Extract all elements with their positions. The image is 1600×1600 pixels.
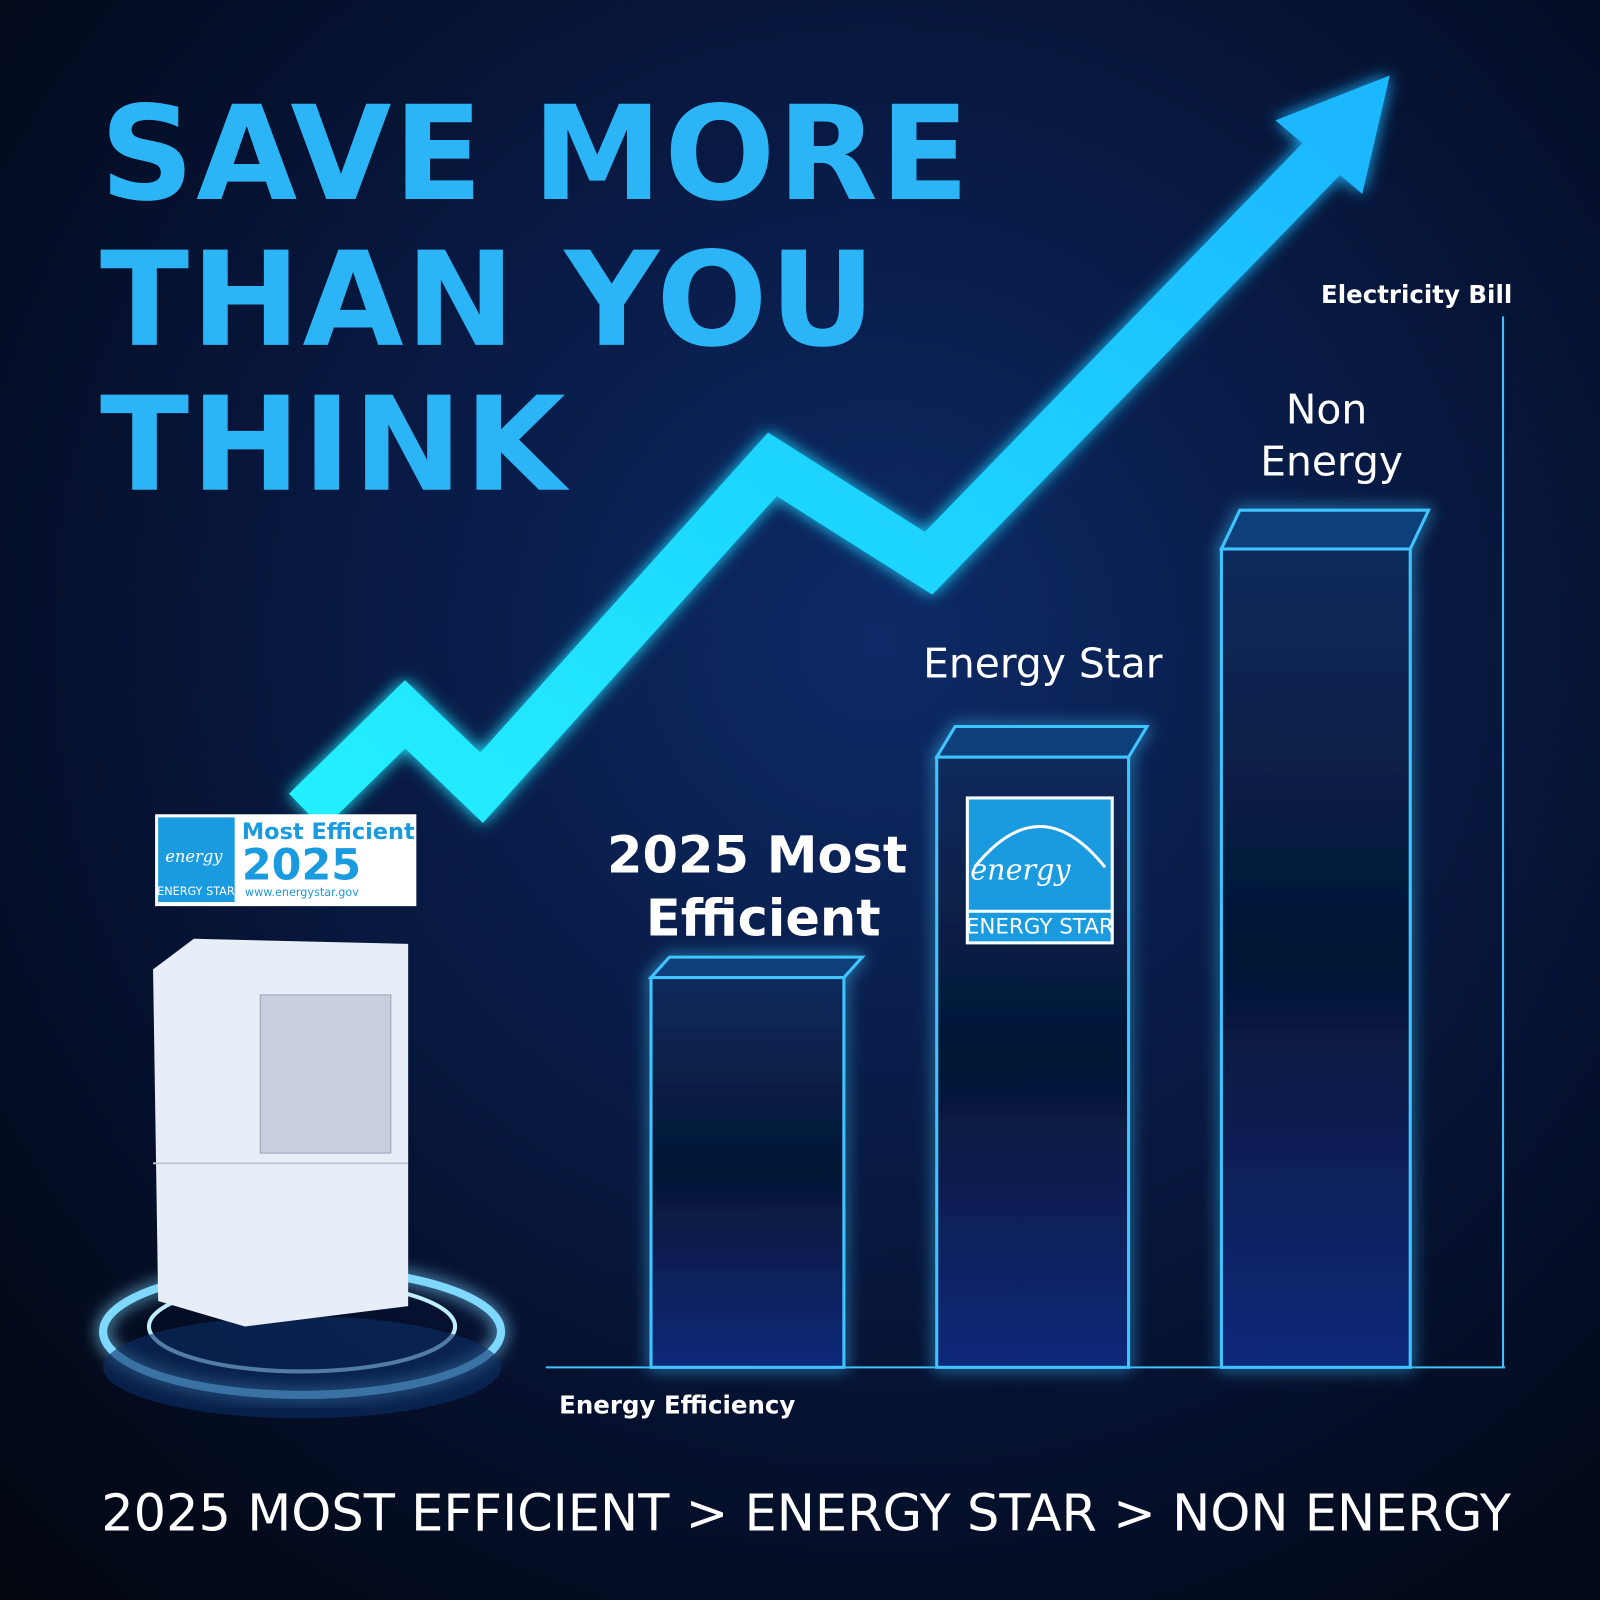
headline: THINK: [100, 369, 570, 521]
headline: SAVE MORE: [100, 78, 971, 230]
bar-label: Energy Star: [923, 640, 1163, 688]
bar-label: Energy: [1260, 438, 1403, 486]
bar-label: 2025 Most: [607, 826, 907, 885]
badge-url: www.energystar.gov: [245, 886, 359, 899]
bar-label: Efficient: [646, 890, 881, 949]
footer: 2025 MOST EFFICIENT > ENERGY STAR > NON …: [101, 1485, 1512, 1544]
bar: [1219, 547, 1412, 1369]
bar-top: [647, 955, 866, 980]
x-axis-label: Energy Efficiency: [559, 1390, 795, 1419]
badge-title: Most Efficient: [242, 819, 415, 845]
bar-group: [647, 508, 1431, 1369]
badge-logo-text: ENERGY STAR: [157, 885, 235, 898]
logo-script: energy: [970, 853, 1071, 887]
badge: energy ENERGY STAR Most Efficient 2025 w…: [155, 814, 417, 907]
bar-top: [934, 725, 1150, 759]
product: [98, 938, 506, 1419]
bar-top: [1219, 508, 1431, 551]
logo-text: ENERGY STAR: [966, 915, 1114, 940]
badge-logo-script: energy: [165, 847, 223, 866]
bar: [649, 976, 846, 1369]
badge-year: 2025: [242, 841, 361, 891]
bar-label: Non: [1286, 385, 1367, 433]
trend-arrow: [288, 75, 1390, 829]
headline: THAN YOU: [100, 224, 878, 376]
energy-star-logo: energy ENERGY STAR: [965, 796, 1114, 945]
y-axis-label: Electricity Bill: [1321, 280, 1512, 309]
